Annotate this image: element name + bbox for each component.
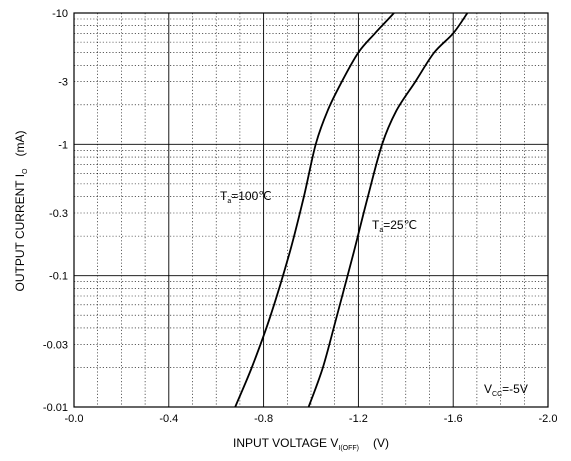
y-tick-labels: -0.01 -0.03 -0.1 -0.3 -1 -3 -10 bbox=[43, 8, 68, 414]
x-tick-label: -0.0 bbox=[65, 413, 84, 425]
vcc-annotation: VCC=-5V bbox=[484, 382, 528, 398]
x-tick-label: -0.4 bbox=[159, 413, 178, 425]
x-axis-label: INPUT VOLTAGE VI(OFF) (V) bbox=[233, 436, 389, 452]
major-grid bbox=[74, 13, 548, 407]
series-label-ta-100-rest: =100℃ bbox=[231, 189, 272, 203]
curves bbox=[234, 12, 469, 408]
vcc-rest: =-5V bbox=[502, 382, 528, 396]
y-tick-label: -1 bbox=[58, 139, 68, 151]
vcc-sub: CC bbox=[492, 391, 502, 398]
series-label-ta-100-main: T bbox=[220, 189, 228, 203]
series-label-ta-100-sub: a bbox=[227, 198, 231, 205]
y-tick-label: -10 bbox=[52, 8, 68, 20]
y-axis-label: OUTPUT CURRENT IO (mA) bbox=[13, 130, 29, 291]
x-tick-labels: -0.0 -0.4 -0.8 -1.2 -1.6 -2.0 bbox=[65, 413, 558, 425]
x-axis-label-sub: I(OFF) bbox=[338, 445, 359, 452]
y-axis-label-sub: O bbox=[22, 168, 29, 174]
x-axis-label-main: INPUT VOLTAGE V bbox=[233, 436, 338, 450]
series-label-ta-25-main: T bbox=[372, 218, 380, 232]
minor-grid bbox=[74, 13, 548, 407]
series-label-ta-25: Ta=25℃ bbox=[372, 218, 417, 234]
curve-ta-100 bbox=[234, 12, 395, 408]
x-axis-label-unit: (V) bbox=[373, 436, 389, 450]
y-tick-label: -0.03 bbox=[43, 339, 68, 351]
x-tick-label: -1.6 bbox=[444, 413, 463, 425]
y-axis-label-unit: (mA) bbox=[13, 130, 27, 156]
curve-ta-25 bbox=[307, 12, 469, 408]
series-label-ta-100: Ta=100℃ bbox=[220, 189, 272, 205]
x-tick-label: -1.2 bbox=[349, 413, 368, 425]
series-label-ta-25-rest: =25℃ bbox=[383, 218, 417, 232]
vcc-main: V bbox=[484, 382, 492, 396]
x-tick-label: -0.8 bbox=[254, 413, 273, 425]
x-tick-label: -2.0 bbox=[539, 413, 558, 425]
y-tick-label: -3 bbox=[58, 77, 68, 89]
y-tick-label: -0.3 bbox=[49, 208, 68, 220]
plot-frame bbox=[73, 12, 549, 408]
y-axis-label-main: OUTPUT CURRENT I bbox=[13, 174, 27, 292]
y-tick-label: -0.01 bbox=[43, 402, 68, 414]
series-label-ta-25-sub: a bbox=[379, 227, 383, 234]
y-tick-label: -0.1 bbox=[49, 271, 68, 283]
